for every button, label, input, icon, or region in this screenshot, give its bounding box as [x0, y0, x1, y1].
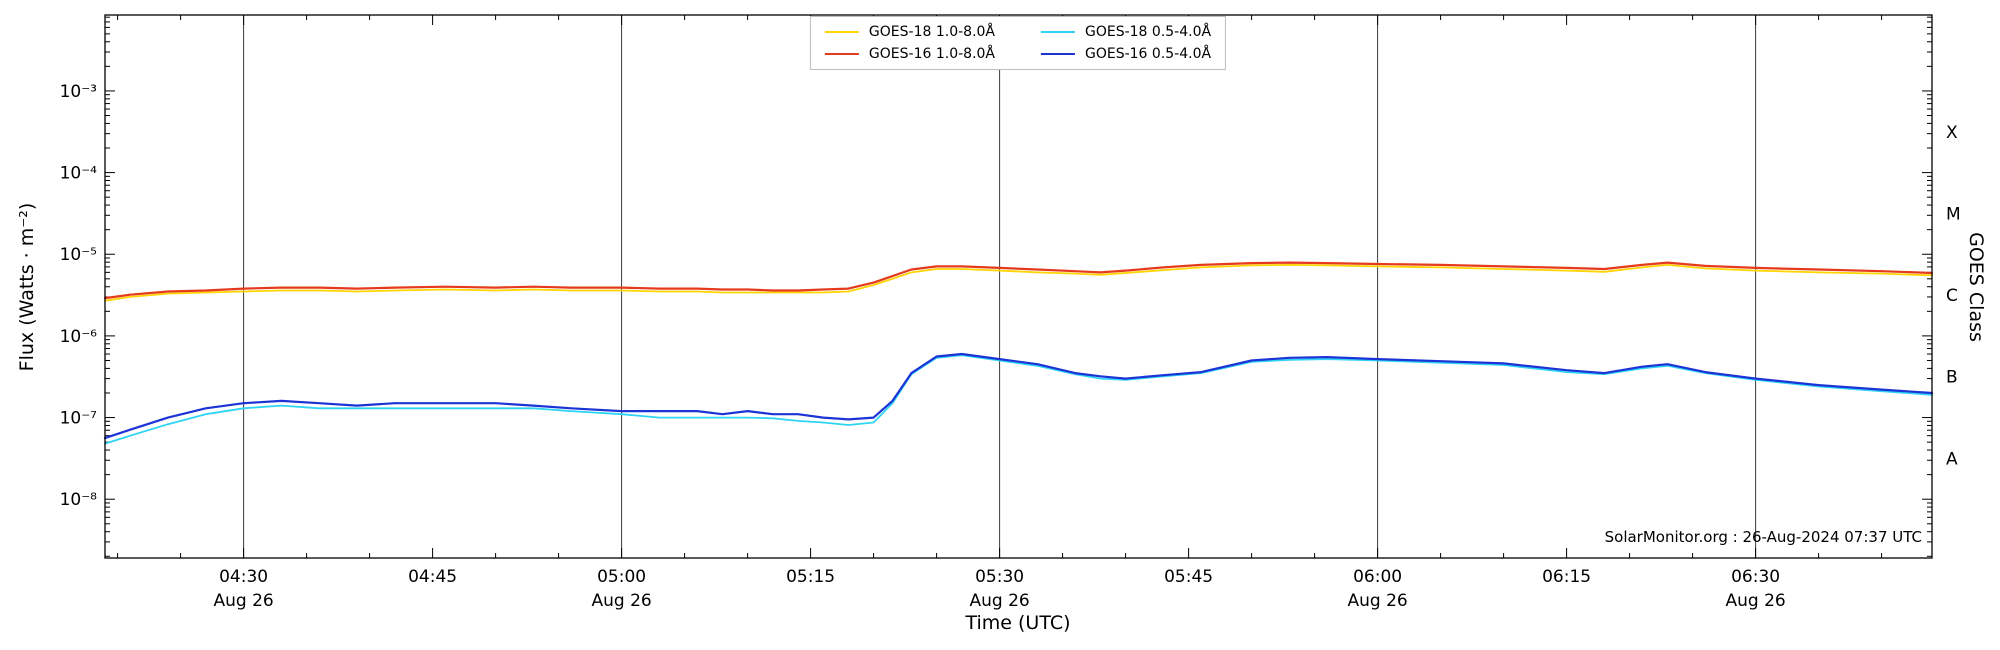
goes-class-letter: X [1946, 123, 1958, 143]
x-tick-date-label: Aug 26 [591, 591, 651, 611]
y-tick-label: 10⁻³ [60, 82, 97, 102]
legend-item-goes18-short: GOES-18 0.5-4.0Å [1041, 24, 1211, 40]
y-axis-label: Flux (Watts · m⁻²) [16, 202, 38, 372]
series-line-goes16-short [103, 352, 1934, 440]
legend-item-goes16-short: GOES-16 0.5-4.0Å [1041, 46, 1211, 62]
legend-swatch-goes18-long-icon [824, 31, 859, 33]
y-tick-label: 10⁻⁶ [60, 327, 98, 347]
legend-swatch-goes18-short-icon [1041, 31, 1075, 33]
x-tick-date-label: Aug 26 [213, 591, 273, 611]
x-tick-label: 06:00 [1353, 567, 1402, 587]
y-tick-label: 10⁻⁴ [60, 164, 98, 184]
legend-label-goes18-long: GOES-18 1.0-8.0Å [868, 24, 995, 40]
legend-swatch-goes16-long-icon [824, 53, 859, 55]
goes-class-letter: M [1946, 204, 1961, 224]
goes-class-letter: A [1946, 449, 1958, 469]
legend-item-goes16-long: GOES-16 1.0-8.0Å [824, 46, 995, 62]
x-tick-date-label: Aug 26 [1725, 591, 1785, 611]
series-line-goes18-long [104, 263, 1933, 302]
x-tick-label: 04:30 [219, 567, 268, 587]
series-line-goes16-long [103, 261, 1934, 300]
solarmonitor-credit: SolarMonitor.org : 26-Aug-2024 07:37 UTC [1604, 528, 1922, 546]
x-tick-label: 06:30 [1731, 567, 1780, 587]
legend-label-goes18-short: GOES-18 0.5-4.0Å [1085, 24, 1212, 40]
x-tick-label: 05:45 [1164, 567, 1213, 587]
legend: GOES-18 1.0-8.0Å GOES-16 1.0-8.0Å GOES-1… [809, 16, 1227, 70]
x-tick-date-label: Aug 26 [1347, 591, 1407, 611]
y-tick-label: 10⁻⁸ [60, 490, 98, 510]
x-tick-label: 04:45 [408, 567, 457, 587]
legend-label-goes16-short: GOES-16 0.5-4.0Å [1085, 46, 1212, 62]
x-tick-label: 06:15 [1542, 567, 1591, 587]
legend-swatch-goes16-short-icon [1041, 53, 1075, 55]
goes-class-letter: C [1946, 286, 1958, 306]
x-tick-label: 05:15 [786, 567, 835, 587]
legend-label-goes16-long: GOES-16 1.0-8.0Å [868, 46, 995, 62]
y2-axis-label: GOES Class [1965, 232, 1987, 342]
x-axis-label: Time (UTC) [965, 612, 1071, 634]
y-tick-label: 10⁻⁵ [60, 245, 97, 265]
x-tick-label: 05:00 [597, 567, 646, 587]
x-tick-label: 05:30 [975, 567, 1024, 587]
plot-border [104, 14, 1933, 559]
y-tick-label: 10⁻⁷ [60, 409, 98, 429]
x-tick-date-label: Aug 26 [969, 591, 1029, 611]
legend-item-goes18-long: GOES-18 1.0-8.0Å [824, 24, 995, 40]
series-line-goes18-short [104, 354, 1933, 445]
goes-class-letter: B [1946, 368, 1958, 388]
